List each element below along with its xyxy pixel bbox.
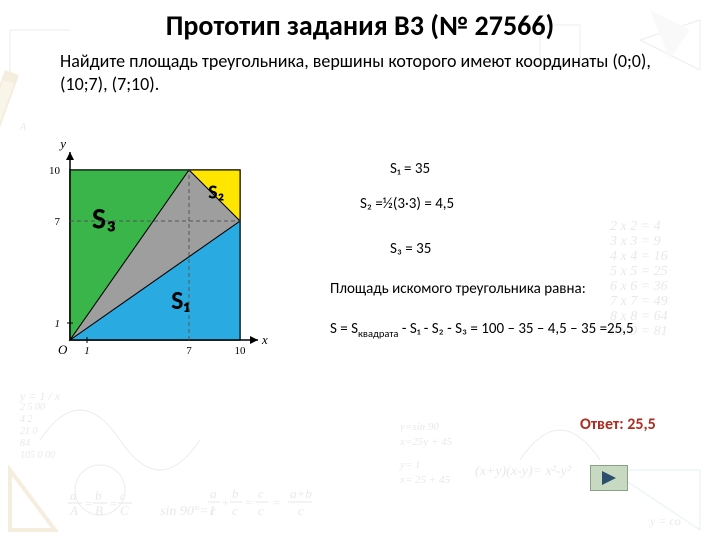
svg-text:x: x <box>261 332 268 347</box>
svg-text:y = 1 / x: y = 1 / x <box>19 389 61 403</box>
svg-text:S₁: S₁ <box>171 284 190 316</box>
svg-text:c: c <box>210 503 216 518</box>
calc-area-text: Площадь искомого треугольника равна: <box>330 280 650 300</box>
svg-text:S₃: S₃ <box>92 200 116 237</box>
calc-s1: S₁ = 35 <box>390 160 430 180</box>
svg-text:+: + <box>221 495 230 510</box>
answer-value: 25,5 <box>627 415 655 434</box>
svg-text:A: A <box>19 122 27 133</box>
svg-text:sin 90°=1: sin 90°=1 <box>160 504 216 519</box>
svg-text:a+b: a+b <box>290 486 312 501</box>
svg-text:c: c <box>120 488 126 503</box>
svg-text:b: b <box>232 486 239 501</box>
svg-text:c: c <box>298 503 304 518</box>
svg-text:a: a <box>70 488 77 503</box>
next-button[interactable] <box>590 465 628 491</box>
svg-text:21 0: 21 0 <box>20 426 38 437</box>
problem-statement: Найдите площадь треугольника, вершины ко… <box>60 50 680 97</box>
svg-text:10: 10 <box>235 345 247 357</box>
svg-text:7: 7 <box>55 216 61 228</box>
answer-label: Ответ: <box>580 415 624 434</box>
svg-text:1: 1 <box>84 345 90 357</box>
svg-text:x=25y + 45: x=25y + 45 <box>399 436 453 448</box>
svg-text:=: = <box>84 496 93 511</box>
svg-text:3 x 3 = 9: 3 x 3 = 9 <box>609 234 661 249</box>
svg-text:10: 10 <box>49 165 61 177</box>
svg-text:y= 1: y= 1 <box>399 459 421 471</box>
calc-s3: S₃ = 35 <box>390 240 431 260</box>
svg-text:a: a <box>210 486 217 501</box>
play-icon <box>600 470 618 486</box>
svg-text:7: 7 <box>186 345 192 357</box>
svg-text:84: 84 <box>20 438 30 449</box>
svg-text:105 0 00: 105 0 00 <box>20 450 55 461</box>
svg-text:y=sin 90: y=sin 90 <box>399 421 439 433</box>
svg-text:A: A <box>69 503 78 518</box>
calc-formula: S = Sквадрата - S₁ - S₂ - S₃ = 100 – 35 … <box>330 320 710 341</box>
svg-text:C: C <box>120 503 129 518</box>
svg-text:1: 1 <box>55 318 61 330</box>
svg-text:c: c <box>232 503 238 518</box>
svg-text:=: = <box>244 495 253 510</box>
svg-text:2 5 00: 2 5 00 <box>20 402 45 413</box>
svg-text:=: = <box>109 496 118 511</box>
svg-text:2 x 2 = 4: 2 x 2 = 4 <box>610 219 661 234</box>
svg-text:4 x 4 = 16: 4 x 4 = 16 <box>610 249 668 264</box>
svg-text:b: b <box>95 488 102 503</box>
svg-text:=: = <box>272 495 281 510</box>
svg-text:x= 25 + 45: x= 25 + 45 <box>399 474 450 486</box>
page-title: Прототип задания B3 (№ 27566) <box>0 8 720 43</box>
geometry-figure: S₁ S₂ S₃ 1 7 10 1 7 10 x y O <box>30 130 290 365</box>
svg-text:S₂: S₂ <box>208 181 224 205</box>
svg-text:5 x 5 = 25: 5 x 5 = 25 <box>610 264 668 279</box>
svg-text:4 2: 4 2 <box>20 414 33 425</box>
svg-text:c: c <box>258 486 264 501</box>
svg-text:(x+y)(x-y)= x²-y²: (x+y)(x-y)= x²-y² <box>475 464 572 479</box>
svg-text:y = co: y = co <box>649 514 681 528</box>
calc-s2: S₂ =½(3·3) = 4,5 <box>360 195 454 215</box>
svg-text:O: O <box>58 342 68 357</box>
svg-text:B: B <box>95 503 103 518</box>
answer: Ответ: 25,5 <box>580 415 656 434</box>
svg-text:y: y <box>58 136 66 151</box>
svg-text:c: c <box>258 503 264 518</box>
